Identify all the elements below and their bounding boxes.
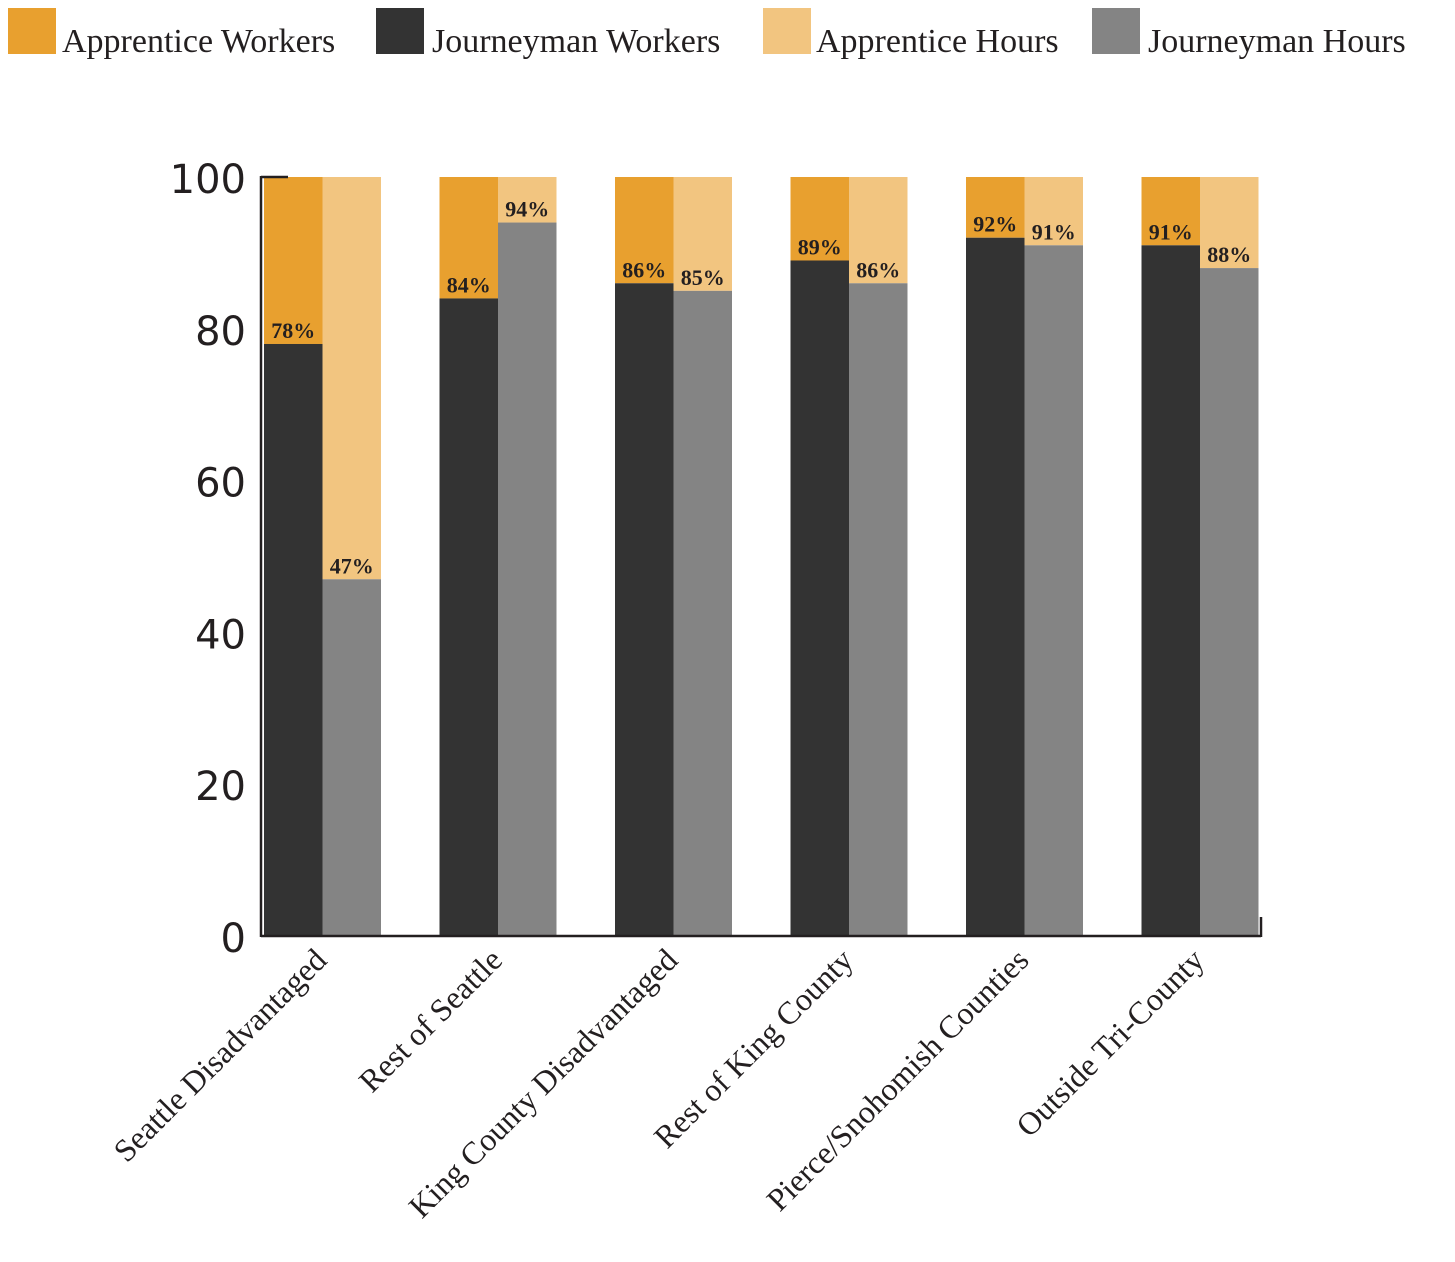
- axes: [259, 175, 1263, 938]
- bar-journeyman-hours-rest-of-king-county: [849, 283, 908, 936]
- data-label-workers-outside-tri-county: 91%: [1149, 219, 1193, 244]
- bar-journeyman-workers-rest-of-king-county: [790, 260, 849, 936]
- legend-label-apprentice-hours: Apprentice Hours: [816, 23, 1059, 60]
- bar-apprentice-workers-seattle-disadvantaged: [264, 177, 323, 344]
- bar-journeyman-hours-king-county-disadvantaged: [673, 290, 732, 937]
- bar-journeyman-hours-rest-of-seattle: [498, 222, 557, 937]
- x-category-label-outside-tri-county: Outside Tri-County: [1009, 941, 1211, 1143]
- bar-apprentice-workers-pierce-snohomish-counties: [966, 177, 1025, 238]
- legend-swatch-apprentice-hours: [763, 8, 811, 54]
- y-tick-label-20: 20: [195, 764, 246, 810]
- bar-apprentice-hours-rest-of-king-county: [849, 177, 908, 284]
- bar-apprentice-hours-seattle-disadvantaged: [322, 177, 381, 580]
- y-tick-label-0: 0: [221, 916, 246, 962]
- legend-swatch-apprentice-workers: [8, 8, 56, 54]
- data-label-hours-seattle-disadvantaged: 47%: [330, 553, 374, 578]
- bar-journeyman-workers-rest-of-seattle: [439, 298, 498, 936]
- bar-journeyman-workers-outside-tri-county: [1141, 245, 1200, 936]
- data-label-workers-king-county-disadvantaged: 86%: [622, 257, 666, 282]
- data-label-hours-rest-of-king-county: 86%: [856, 257, 900, 282]
- data-label-workers-rest-of-king-county: 89%: [798, 234, 842, 259]
- bar-apprentice-hours-pierce-snohomish-counties: [1024, 177, 1083, 246]
- x-category-label-seattle-disadvantaged: Seattle Disadvantaged: [106, 941, 333, 1168]
- data-label-workers-rest-of-seattle: 84%: [447, 272, 491, 297]
- y-tick-label-60: 60: [195, 461, 246, 507]
- legend-label-journeyman-workers: Journeyman Workers: [432, 23, 720, 60]
- bar-apprentice-workers-king-county-disadvantaged: [615, 177, 674, 284]
- x-axis-labels: Seattle Disadvantaged Rest of SeattleKing…: [106, 941, 1211, 1224]
- y-axis-ticks: 0 20 40 60 80 100: [170, 157, 246, 962]
- bar-apprentice-hours-rest-of-seattle: [498, 177, 557, 223]
- bar-journeyman-hours-pierce-snohomish-counties: [1024, 245, 1083, 936]
- bars: [264, 177, 1259, 937]
- data-label-hours-pierce-snohomish-counties: 91%: [1032, 219, 1076, 244]
- bar-apprentice-workers-rest-of-seattle: [439, 177, 498, 299]
- data-labels: 78% 47% 84% 94% 86% 85% 89% 86% 92% 91% 91% 88%: [271, 197, 1251, 579]
- data-label-hours-king-county-disadvantaged: 85%: [681, 265, 725, 290]
- bar-journeyman-workers-king-county-disadvantaged: [615, 283, 674, 936]
- data-label-hours-outside-tri-county: 88%: [1207, 242, 1251, 267]
- data-label-workers-pierce-snohomish-counties: 92%: [973, 212, 1017, 237]
- bar-journeyman-workers-pierce-snohomish-counties: [966, 237, 1025, 937]
- bar-apprentice-hours-outside-tri-county: [1200, 177, 1259, 269]
- legend: Apprentice Workers Journeyman Workers Appr…: [8, 8, 1406, 60]
- legend-swatch-journeyman-workers: [376, 8, 424, 54]
- y-tick-label-40: 40: [195, 612, 246, 658]
- bar-apprentice-hours-king-county-disadvantaged: [673, 177, 732, 291]
- legend-swatch-journeyman-hours: [1092, 8, 1140, 54]
- legend-label-apprentice-workers: Apprentice Workers: [62, 23, 335, 60]
- y-tick-label-100: 100: [170, 157, 246, 203]
- bar-apprentice-workers-outside-tri-county: [1141, 177, 1200, 246]
- bar-journeyman-workers-seattle-disadvantaged: [264, 343, 323, 937]
- bar-journeyman-hours-seattle-disadvantaged: [322, 579, 381, 936]
- data-label-workers-seattle-disadvantaged: 78%: [271, 318, 315, 343]
- bar-journeyman-hours-outside-tri-county: [1200, 268, 1259, 937]
- bar-apprentice-workers-rest-of-king-county: [790, 177, 849, 261]
- y-tick-label-80: 80: [195, 309, 246, 355]
- legend-label-journeyman-hours: Journeyman Hours: [1148, 23, 1406, 60]
- data-label-hours-rest-of-seattle: 94%: [505, 197, 549, 222]
- x-category-label-rest-of-seattle: Rest of Seattle: [352, 941, 509, 1098]
